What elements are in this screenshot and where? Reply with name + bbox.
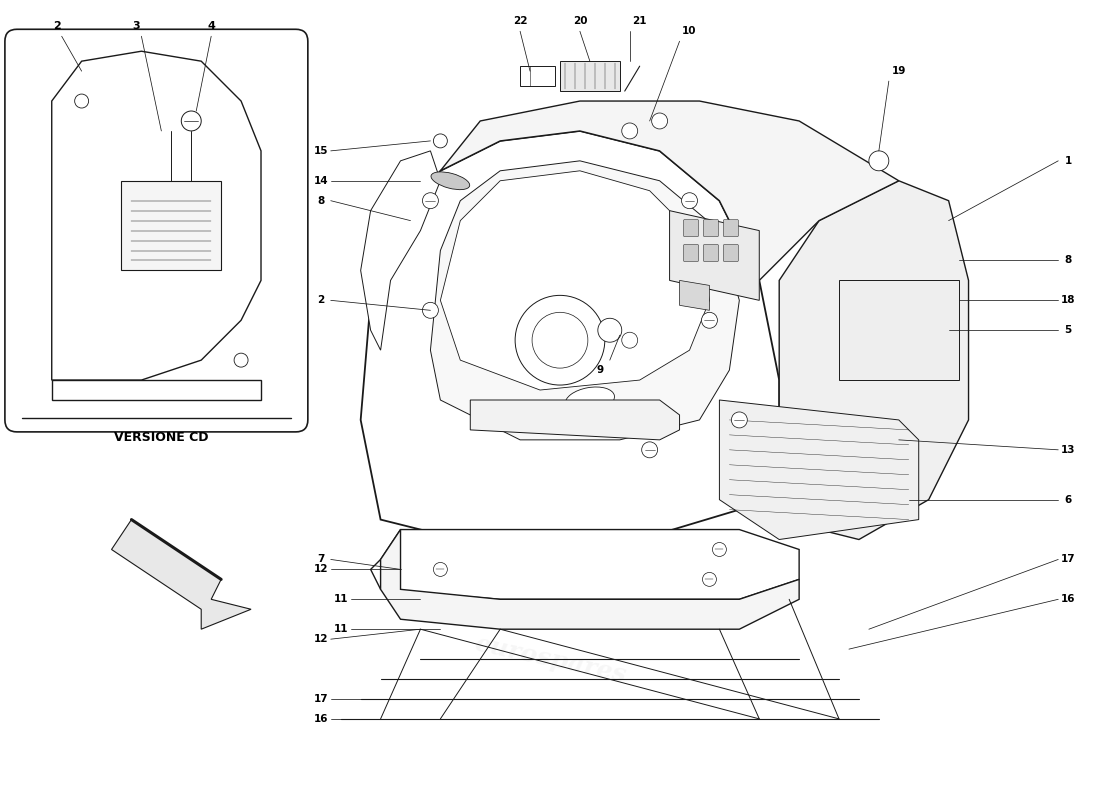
Circle shape [234, 353, 249, 367]
Text: 8: 8 [1065, 255, 1071, 266]
Circle shape [515, 295, 605, 385]
Text: 14: 14 [314, 176, 328, 186]
FancyBboxPatch shape [683, 245, 698, 262]
Polygon shape [381, 530, 799, 630]
Ellipse shape [431, 172, 470, 190]
Text: 1: 1 [1065, 156, 1071, 166]
Text: 7: 7 [317, 554, 324, 565]
Circle shape [732, 412, 747, 428]
Polygon shape [361, 151, 440, 350]
Polygon shape [719, 400, 918, 539]
FancyBboxPatch shape [683, 220, 698, 237]
Circle shape [182, 111, 201, 131]
Circle shape [713, 542, 726, 557]
Circle shape [422, 193, 439, 209]
FancyBboxPatch shape [724, 245, 738, 262]
Text: 8: 8 [317, 196, 324, 206]
Text: 18: 18 [1060, 295, 1076, 306]
Text: 6: 6 [1065, 494, 1071, 505]
Text: 20: 20 [573, 16, 587, 26]
Circle shape [869, 151, 889, 170]
Polygon shape [361, 131, 779, 550]
Text: 2: 2 [317, 295, 324, 306]
FancyBboxPatch shape [704, 245, 718, 262]
Polygon shape [471, 400, 680, 440]
Text: 5: 5 [1065, 326, 1071, 335]
Polygon shape [779, 181, 968, 539]
Circle shape [532, 312, 587, 368]
Text: 12: 12 [314, 565, 328, 574]
Text: 12: 12 [314, 634, 328, 644]
Text: 17: 17 [1060, 554, 1076, 565]
Text: 11: 11 [333, 624, 348, 634]
Circle shape [422, 302, 439, 318]
Circle shape [703, 572, 716, 586]
Text: eurospares: eurospares [143, 342, 299, 398]
Polygon shape [560, 61, 619, 91]
Text: 10: 10 [682, 26, 696, 36]
Ellipse shape [565, 387, 615, 413]
Polygon shape [670, 210, 759, 300]
FancyBboxPatch shape [724, 220, 738, 237]
Text: 4: 4 [207, 22, 216, 31]
Circle shape [75, 94, 89, 108]
Text: 16: 16 [1060, 594, 1076, 604]
Text: 15: 15 [314, 146, 328, 156]
Polygon shape [520, 66, 556, 86]
Circle shape [621, 123, 638, 139]
Text: 19: 19 [892, 66, 906, 76]
Text: 17: 17 [314, 694, 328, 704]
FancyBboxPatch shape [4, 30, 308, 432]
Circle shape [597, 318, 622, 342]
Polygon shape [839, 281, 958, 380]
Polygon shape [52, 51, 261, 380]
Circle shape [433, 562, 448, 576]
Polygon shape [440, 170, 710, 390]
Text: 13: 13 [1060, 445, 1076, 455]
Text: eurospares: eurospares [472, 631, 628, 687]
Text: 2: 2 [53, 22, 60, 31]
Circle shape [621, 332, 638, 348]
Circle shape [682, 193, 697, 209]
Polygon shape [371, 530, 799, 599]
Text: 16: 16 [314, 714, 328, 724]
Text: 11: 11 [333, 594, 348, 604]
Polygon shape [111, 519, 251, 630]
Polygon shape [440, 101, 899, 281]
Text: 3: 3 [133, 22, 141, 31]
Polygon shape [430, 161, 739, 440]
Polygon shape [52, 380, 261, 400]
Text: eurospares: eurospares [472, 322, 628, 378]
Text: 22: 22 [513, 16, 527, 26]
Circle shape [702, 312, 717, 328]
Circle shape [433, 134, 448, 148]
FancyBboxPatch shape [704, 220, 718, 237]
Circle shape [651, 113, 668, 129]
Polygon shape [121, 181, 221, 270]
Polygon shape [680, 281, 710, 310]
Circle shape [641, 442, 658, 458]
Text: 21: 21 [632, 16, 647, 26]
Text: VERSIONE CD: VERSIONE CD [114, 431, 209, 444]
Text: 9: 9 [596, 365, 604, 375]
